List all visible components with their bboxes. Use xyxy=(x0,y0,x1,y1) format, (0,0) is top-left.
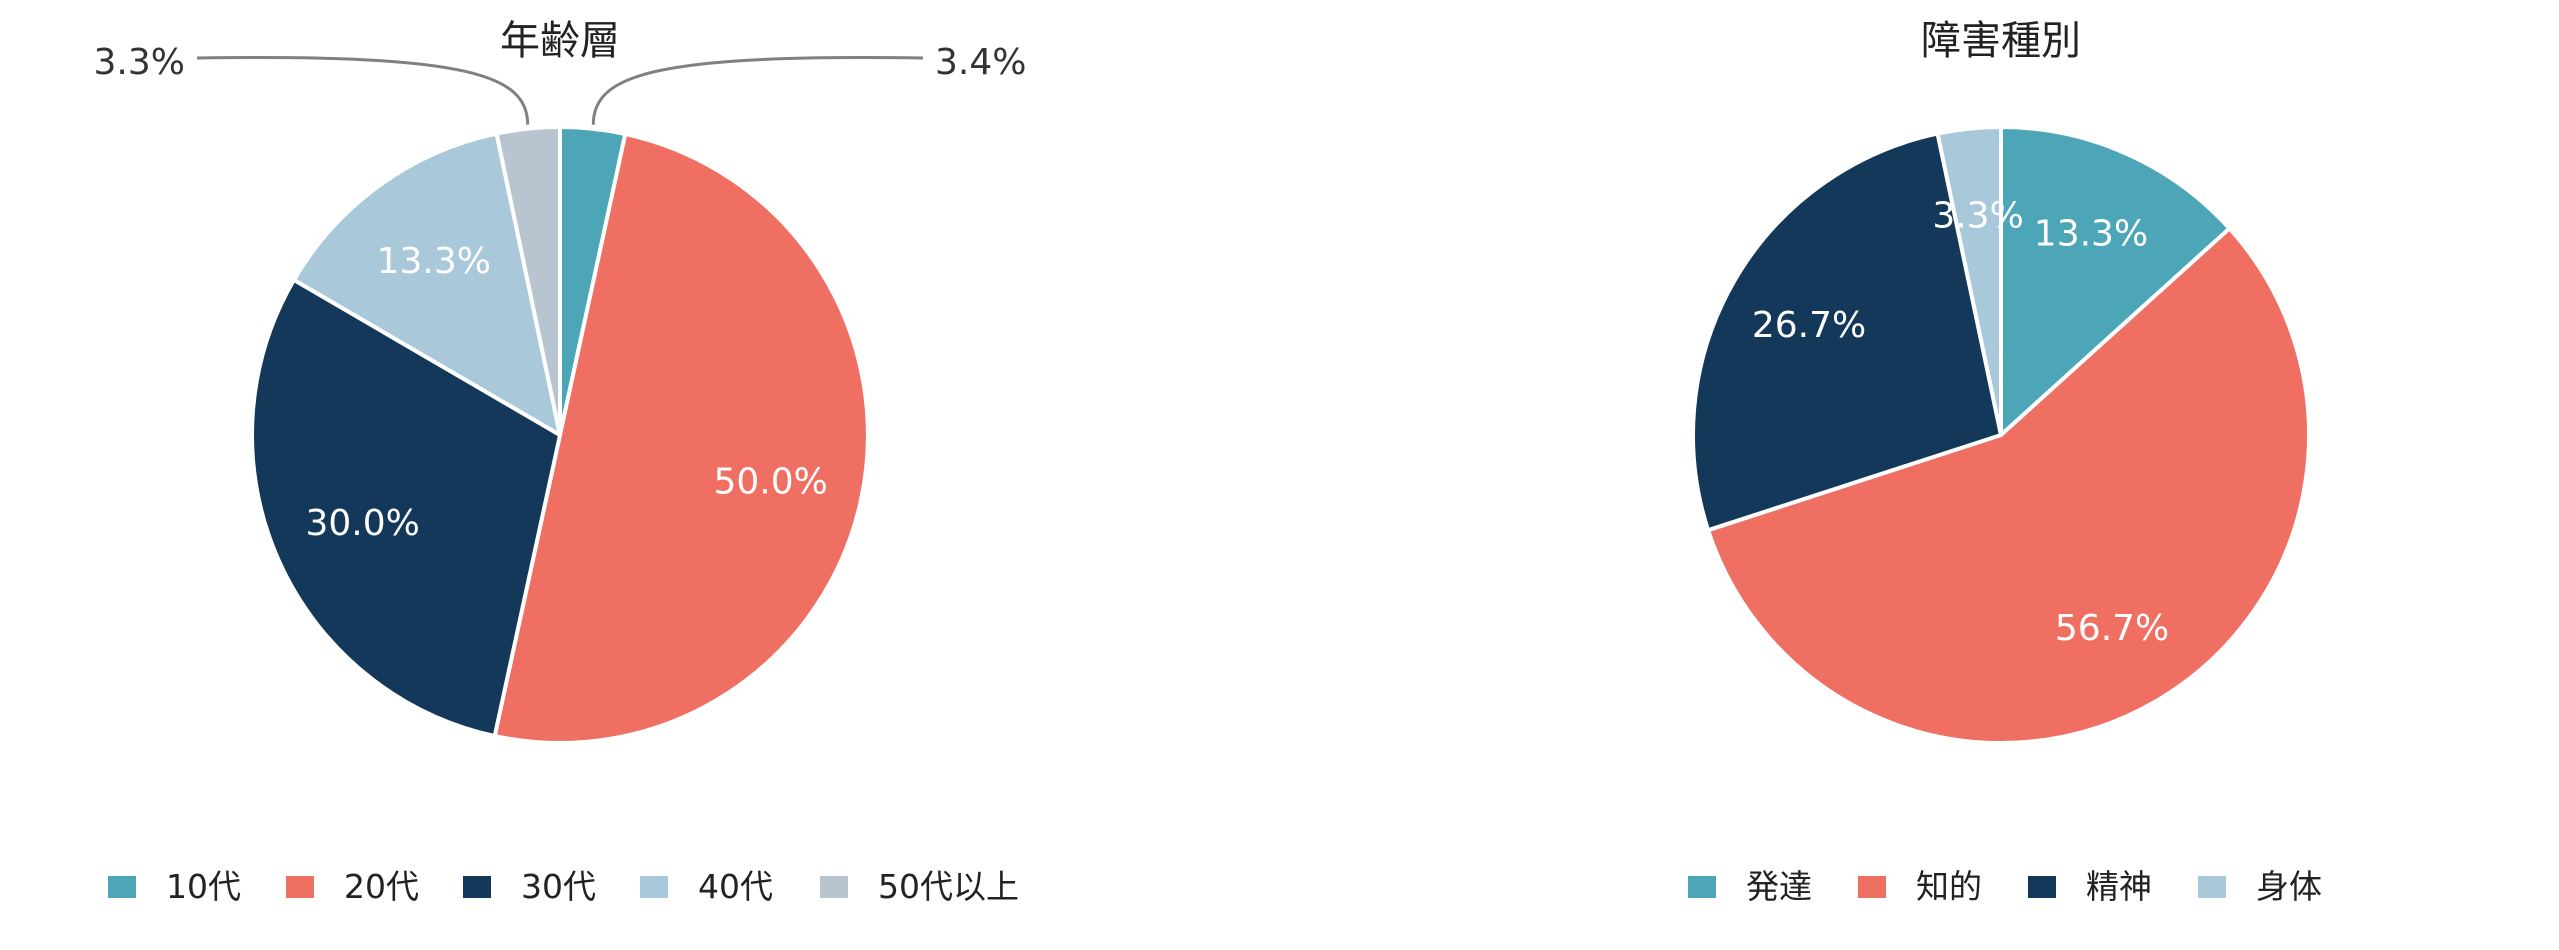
legend-swatch xyxy=(1688,876,1716,898)
pie-slice-1 xyxy=(1999,125,2232,437)
legend-swatch xyxy=(1858,876,1886,898)
pie-slice-3 xyxy=(250,277,562,738)
pie-data-label: 26.7% xyxy=(1752,305,1866,346)
pie-data-labels: 3.4% 50.0% 30.0% 13.3% 3.3% xyxy=(94,42,1027,544)
legend-swatch xyxy=(286,876,314,898)
legend-label: 精神 xyxy=(2086,867,2152,906)
legend-swatch xyxy=(820,876,848,898)
legend-label: 身体 xyxy=(2256,867,2322,906)
pie-data-label: 13.3% xyxy=(2034,213,2148,254)
pie-slice-2 xyxy=(1706,226,2311,745)
legend-swatch xyxy=(2198,876,2226,898)
leader-line xyxy=(196,56,530,125)
pie-slice-4 xyxy=(1935,125,2003,437)
legend-label: 50代以上 xyxy=(878,867,1019,906)
pie-slices xyxy=(250,125,870,745)
age-pie-chart: 年齢層 3.4% 50.0% 30.0% 13.3% 3.3% 10代 20代 30代 40代 5… xyxy=(94,18,1027,906)
legend-label: 20代 xyxy=(344,867,419,906)
legend-swatch xyxy=(2028,876,2056,898)
legend-label: 40代 xyxy=(698,867,773,906)
legend-label: 10代 xyxy=(166,867,241,906)
legend-swatch xyxy=(463,876,491,898)
pie-slice-3 xyxy=(1691,131,2003,533)
legend: 発達 知的 精神 身体 xyxy=(1688,867,2322,906)
pie-slice-5 xyxy=(494,125,562,437)
legend-label: 知的 xyxy=(1916,867,1982,906)
disability-pie-chart: 障害種別 13.3% 56.7% 26.7% 3.3% 発達 知的 精神 身体 xyxy=(1688,18,2322,906)
pie-data-labels: 13.3% 56.7% 26.7% 3.3% xyxy=(1752,195,2169,649)
pie-data-label: 3.3% xyxy=(94,42,185,83)
pie-slice-4 xyxy=(291,131,562,437)
pie-slices xyxy=(1691,125,2311,745)
legend: 10代 20代 30代 40代 50代以上 xyxy=(108,867,1019,906)
chart-title: 障害種別 xyxy=(1921,18,2081,64)
pie-slice-2 xyxy=(492,132,870,745)
chart-title: 年齢層 xyxy=(500,18,620,64)
legend-swatch xyxy=(640,876,668,898)
pie-data-label: 3.4% xyxy=(935,42,1026,83)
legend-label: 発達 xyxy=(1746,867,1812,906)
pie-data-label: 13.3% xyxy=(377,241,491,282)
leader-line xyxy=(591,56,924,125)
pie-data-label: 50.0% xyxy=(714,462,828,503)
pie-data-label: 3.3% xyxy=(1932,195,2023,236)
pie-data-label: 56.7% xyxy=(2055,608,2169,649)
legend-label: 30代 xyxy=(521,867,596,906)
legend-swatch xyxy=(108,876,136,898)
pie-data-label: 30.0% xyxy=(305,503,419,544)
